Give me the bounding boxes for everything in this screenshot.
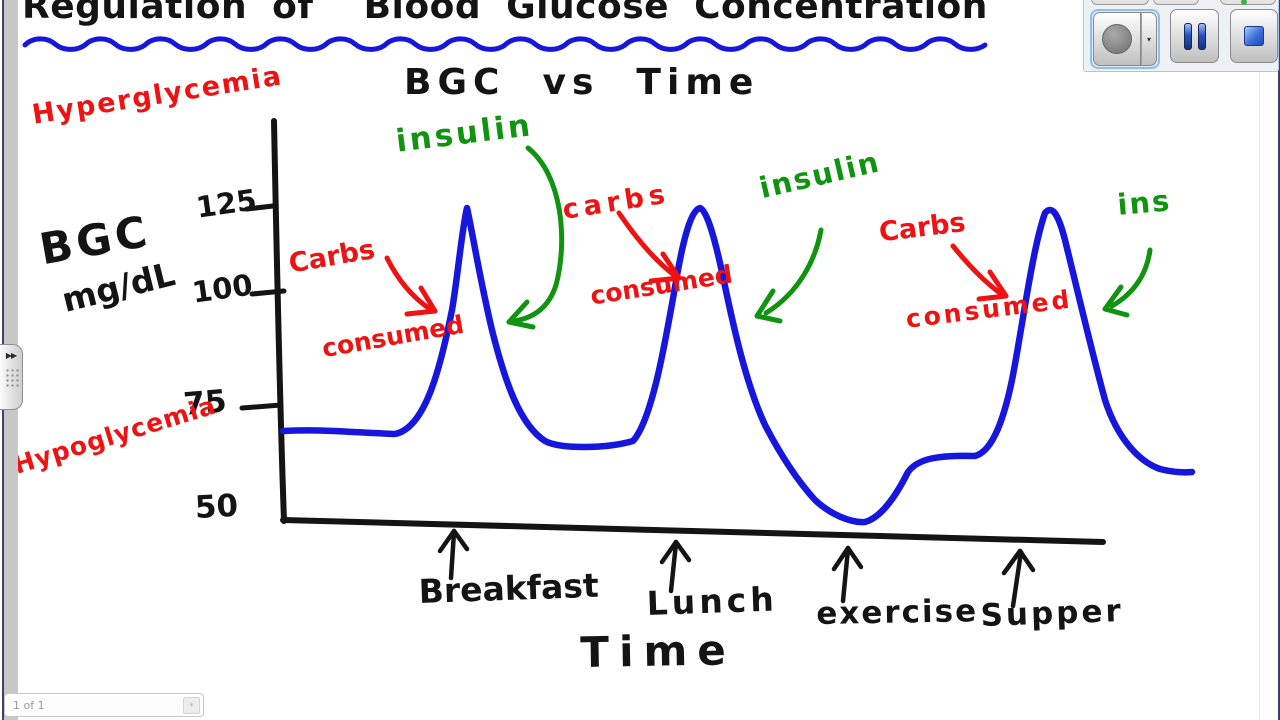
page-indicator-label: 1 of 1 bbox=[13, 698, 45, 712]
carbs-arrow-1 bbox=[384, 255, 438, 317]
event-arrow-lunch bbox=[659, 539, 692, 594]
pause-icon bbox=[1183, 22, 1192, 50]
insulin-label-3: ins bbox=[1116, 183, 1173, 222]
event-label-supper: Supper bbox=[980, 593, 1125, 634]
carbs-label-line2: consumed bbox=[588, 259, 735, 311]
page-edge-right bbox=[1278, 0, 1280, 720]
status-dot-icon bbox=[1241, 0, 1247, 5]
sidebar-expand-handle[interactable]: ▶▶ bbox=[0, 344, 23, 410]
page-indicator[interactable]: 1 of 1 ▾ bbox=[4, 693, 204, 717]
board-title: Regulation of Blood Glucose Concentratio… bbox=[22, 0, 988, 27]
carbs-label-line2: consumed bbox=[904, 284, 1074, 335]
event-arrow-breakfast bbox=[437, 528, 470, 581]
insulin-arrow-1 bbox=[506, 145, 565, 330]
record-button[interactable] bbox=[1093, 12, 1141, 66]
y-tick-100 bbox=[249, 288, 287, 297]
carbs-arrow-3 bbox=[950, 243, 1009, 302]
pause-button[interactable] bbox=[1170, 9, 1220, 63]
carbs-consumed-label-2: carbs consumed bbox=[551, 111, 739, 343]
event-arrow-exercise bbox=[831, 545, 864, 604]
carbs-label-line1: carbs bbox=[560, 178, 672, 226]
event-label-breakfast: Breakfast bbox=[418, 565, 600, 611]
y-axis-line bbox=[271, 118, 287, 524]
carbs-arrow-2 bbox=[616, 210, 682, 284]
x-axis-label-time: Time bbox=[580, 625, 737, 677]
recording-toolbar: ▾ bbox=[1083, 0, 1279, 72]
event-arrow-supper bbox=[1001, 548, 1036, 609]
page-edge-faint-right bbox=[1259, 0, 1260, 720]
insulin-arrow-3 bbox=[1102, 247, 1153, 318]
page-indicator-dropdown[interactable]: ▾ bbox=[183, 696, 200, 714]
record-button-group: ▾ bbox=[1090, 9, 1160, 69]
glucose-curve bbox=[279, 204, 1196, 526]
event-label-exercise: exercise bbox=[816, 593, 979, 632]
grip-dots-icon bbox=[3, 367, 19, 387]
toolbar-stub-button-2[interactable] bbox=[1153, 0, 1199, 5]
title-underline-wave bbox=[22, 36, 988, 52]
insulin-arrow-2 bbox=[754, 227, 824, 324]
recording-controls-row: ▾ bbox=[1084, 9, 1278, 69]
pause-icon bbox=[1197, 22, 1206, 50]
record-options-dropdown[interactable]: ▾ bbox=[1141, 12, 1157, 66]
y-tick-125 bbox=[244, 203, 276, 212]
carbs-consumed-label-3: Carbs consumed bbox=[870, 136, 1078, 366]
stop-button[interactable] bbox=[1230, 9, 1278, 63]
y-tick-label-50: 50 bbox=[194, 487, 239, 526]
stop-icon bbox=[1244, 26, 1265, 46]
toolbar-stub-button-1[interactable] bbox=[1091, 0, 1149, 5]
record-icon bbox=[1102, 24, 1132, 54]
carbs-label-line1: Carbs bbox=[286, 234, 378, 280]
toolbar-stub-button-3[interactable] bbox=[1220, 0, 1276, 5]
x-axis-line bbox=[280, 517, 1106, 545]
toolbar-upper-row bbox=[1084, 0, 1278, 5]
double-chevron-right-icon: ▶▶ bbox=[5, 351, 17, 360]
chart-title: BGC vs Time bbox=[404, 62, 760, 103]
carbs-label-line1: Carbs bbox=[877, 206, 968, 249]
event-label-lunch: Lunch bbox=[646, 579, 779, 623]
carbs-label-line2: consumed bbox=[319, 310, 467, 364]
y-tick-75 bbox=[239, 402, 284, 411]
